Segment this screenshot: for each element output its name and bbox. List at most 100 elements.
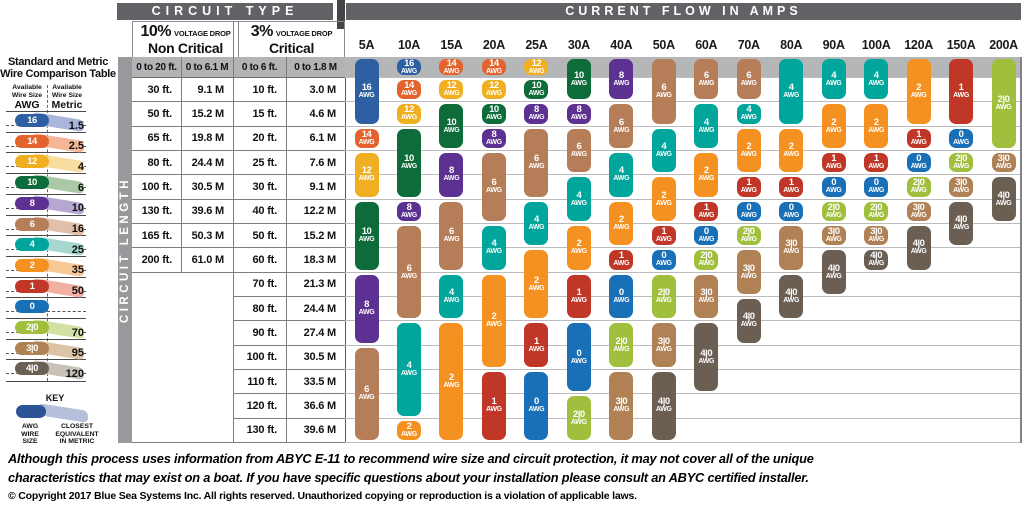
circuit-length-cell: 30.5 M xyxy=(286,346,345,370)
circuit-length-cell: 60 ft. xyxy=(233,248,286,273)
circuit-length-cell: 40 ft. xyxy=(233,200,286,224)
pill-awg-number: 0 xyxy=(533,396,539,408)
pill-awg-unit: AWG xyxy=(953,223,969,231)
wire-gauge-pill: 2 AWG xyxy=(864,104,889,148)
pill-awg-number: 16 xyxy=(404,59,414,69)
copyright-text: © Copyright 2017 Blue Sea Systems Inc. A… xyxy=(8,490,637,502)
pill-awg-number: 1 xyxy=(916,128,921,140)
wire-gauge-pill: 2 AWG xyxy=(694,152,719,197)
pill-awg-number: 1 xyxy=(788,177,794,189)
wire-gauge-pill: 4|0 AWG xyxy=(694,323,719,392)
pill-awg-number: 12 xyxy=(404,104,414,116)
pill-awg-unit: AWG xyxy=(868,236,885,244)
pill-awg-unit: AWG xyxy=(655,260,672,268)
comparison-row: 3|0 95 xyxy=(6,338,86,361)
wire-gauge-pill: 3|0 AWG xyxy=(736,250,761,294)
pill-awg-unit: AWG xyxy=(613,296,630,304)
pill-awg-number: 0 xyxy=(576,347,582,359)
pill-awg-number: 10 xyxy=(489,104,499,116)
pill-awg-unit: AWG xyxy=(570,79,587,87)
pct-3-label: 3% xyxy=(250,23,274,40)
awg-header-line1: Available xyxy=(12,84,42,91)
pill-awg-unit: AWG xyxy=(401,90,417,98)
wire-gauge-pill: 1 AWG xyxy=(779,177,804,197)
pill-awg-number: 2|0 xyxy=(615,335,628,347)
pill-awg-number: 2 xyxy=(831,116,837,128)
wire-gauge-pill: 12 AWG xyxy=(396,104,421,124)
pill-awg-unit: AWG xyxy=(401,114,417,122)
awg-pill: 12 xyxy=(15,155,49,169)
awg-pill: 3|0 xyxy=(15,341,49,355)
pill-awg-unit: AWG xyxy=(953,163,969,171)
pill-awg-unit: AWG xyxy=(613,175,630,183)
pill-awg-number: 3|0 xyxy=(700,286,713,298)
pill-awg-unit: AWG xyxy=(740,150,757,158)
metric-value: 1.5 xyxy=(68,119,84,132)
awg-column-header: Available Wire Size AWG xyxy=(6,84,48,111)
wire-gauge-pill: 1 AWG xyxy=(736,177,761,197)
wire-gauge-pill: 6 AWG xyxy=(524,128,549,197)
pill-awg-unit: AWG xyxy=(443,175,460,183)
pill-awg-unit: AWG xyxy=(740,79,757,87)
wire-gauge-pill: 1 AWG xyxy=(524,323,549,367)
wire-gauge-pill: 4|0 AWG xyxy=(864,250,889,270)
circuit-length-cell: 80 ft. xyxy=(233,297,286,322)
comparison-row: 16 1.5 xyxy=(6,111,86,133)
pill-awg-number: 10 xyxy=(574,69,584,81)
wire-gauge-pill: 1 AWG xyxy=(949,59,974,124)
pill-awg-unit: AWG xyxy=(783,187,800,195)
circuit-length-cell: 24.4 M xyxy=(286,297,345,322)
length-table-divider-2 xyxy=(233,21,234,443)
pill-awg-unit: AWG xyxy=(528,284,545,292)
pill-awg-unit: AWG xyxy=(655,406,672,414)
pill-awg-unit: AWG xyxy=(443,236,460,244)
pill-awg-unit: AWG xyxy=(443,296,460,304)
voltage-drop-3pct: 3% VOLTAGE DROP Critical xyxy=(239,22,344,57)
circuit-length-cell: 15.2 M xyxy=(286,224,345,249)
circuit-length-cell: 20 ft. xyxy=(233,127,286,151)
pill-awg-number: 2|0 xyxy=(742,226,755,238)
circuit-length-cell: 21.3 M xyxy=(286,273,345,297)
circuit-length-cell: 100 ft. xyxy=(233,346,286,370)
metric-value: 25 xyxy=(71,243,84,256)
wire-gauge-pill: 16 AWG xyxy=(396,59,421,75)
circuit-length-cell: 30.5 M xyxy=(181,175,233,200)
wire-gauge-pill: 2|0 AWG xyxy=(821,201,846,221)
pill-awg-number: 8 xyxy=(491,128,497,140)
pill-awg-unit: AWG xyxy=(613,260,630,268)
pct-10-label: 10% xyxy=(140,23,172,40)
critical-label: Critical xyxy=(268,40,315,56)
metric-value: 4 xyxy=(77,160,84,173)
wire-gauge-pill: 3|0 AWG xyxy=(609,371,634,440)
pill-awg-unit: AWG xyxy=(613,223,630,231)
pill-awg-unit: AWG xyxy=(825,272,842,280)
wire-gauge-pill: 8 AWG xyxy=(566,104,591,124)
pill-awg-unit: AWG xyxy=(485,406,502,414)
pill-awg-number: 3|0 xyxy=(742,262,755,274)
gridline xyxy=(345,295,1020,297)
pill-awg-unit: AWG xyxy=(655,236,672,244)
pill-awg-unit: AWG xyxy=(401,272,417,280)
pill-awg-number: 0 xyxy=(788,201,794,213)
circuit-length-cell: 6.1 M xyxy=(286,127,345,151)
wire-gauge-pill: 10 AWG xyxy=(354,201,379,270)
pill-awg-number: 4 xyxy=(661,140,667,152)
key-awg-label: AWG WIRE SIZE xyxy=(21,423,39,445)
pill-awg-number: 2 xyxy=(661,189,667,201)
pill-awg-unit: AWG xyxy=(358,175,375,183)
wire-gauge-pill: 14 AWG xyxy=(396,80,421,100)
pill-awg-number: 3|0 xyxy=(997,153,1010,165)
pill-awg-unit: AWG xyxy=(528,406,545,414)
wire-gauge-pill: 2|0 AWG xyxy=(651,274,676,319)
wire-gauge-pill: 8 AWG xyxy=(354,274,379,343)
amp-column-header: 10A xyxy=(397,38,420,52)
pill-awg-number: 4|0 xyxy=(827,262,840,274)
wire-gauge-pill: 4 AWG xyxy=(566,177,591,221)
non-critical-label: Non Critical xyxy=(148,40,223,56)
wire-gauge-pill: 1 AWG xyxy=(864,152,889,173)
wire-gauge-pill: 3|0 AWG xyxy=(906,201,931,221)
comparison-row: 14 2.5 xyxy=(6,131,86,154)
pill-awg-number: 0 xyxy=(831,177,837,189)
circuit-length-cell: 200 ft. xyxy=(132,248,181,273)
wire-gauge-pill: 1 AWG xyxy=(609,250,634,270)
